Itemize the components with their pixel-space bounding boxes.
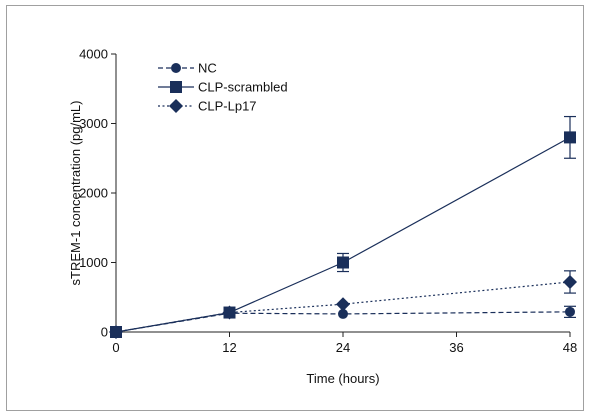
data-point (336, 297, 350, 312)
x-axis-title: Time (hours) (306, 371, 379, 386)
legend-label: NC (198, 61, 217, 76)
x-tick-label: 24 (336, 340, 350, 355)
legend-marker (171, 63, 181, 73)
series-layer (109, 115, 577, 339)
axes (115, 54, 570, 333)
legend-label: CLP-Lp17 (198, 99, 257, 114)
data-point (564, 131, 576, 144)
y-ticks: 0 1000 2000 3000 4000 (79, 47, 116, 340)
series-clp-lp17 (109, 270, 577, 339)
legend-marker (169, 99, 183, 113)
x-tick-label: 12 (222, 340, 236, 355)
x-ticks: 0 12 24 36 48 (112, 332, 577, 355)
y-tick-label: 1000 (79, 255, 108, 270)
legend: NC CLP-scrambled CLP-Lp17 (158, 61, 288, 114)
series-line (115, 136, 571, 333)
y-tick-label: 4000 (79, 47, 108, 62)
data-point (338, 308, 348, 319)
y-tick-label: 2000 (79, 186, 108, 201)
data-point (222, 305, 237, 320)
x-tick-label: 36 (449, 340, 463, 355)
chart-frame (6, 5, 584, 411)
x-tick-label: 48 (563, 340, 577, 355)
legend-item: CLP-Lp17 (158, 99, 257, 114)
y-tick-label: 3000 (79, 116, 108, 131)
y-axis-title: sTREM-1 concentration (pg/mL) (68, 101, 83, 286)
data-point (563, 274, 577, 289)
data-point (337, 256, 349, 269)
legend-item: NC (158, 61, 217, 76)
legend-label: CLP-scrambled (198, 80, 288, 95)
data-point (109, 325, 123, 339)
legend-marker (170, 81, 182, 93)
x-tick-label: 0 (112, 340, 119, 355)
y-tick-label: 0 (101, 325, 108, 340)
series-line (115, 281, 571, 333)
data-point (565, 306, 575, 317)
legend-item: CLP-scrambled (158, 80, 288, 95)
